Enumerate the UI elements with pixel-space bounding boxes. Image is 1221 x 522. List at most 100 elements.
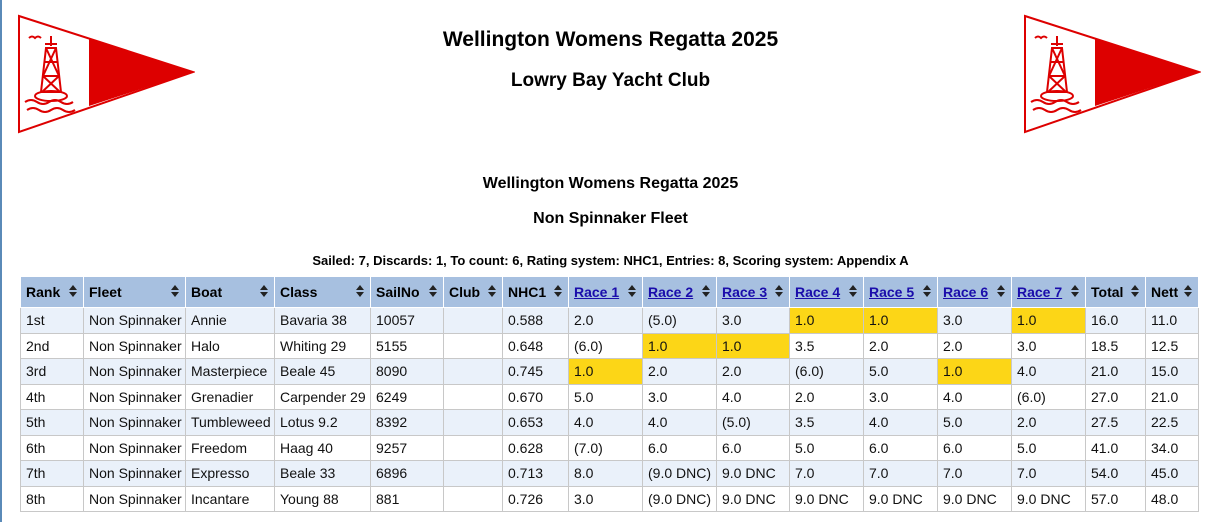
club-name: Lowry Bay Yacht Club — [510, 70, 711, 91]
table-row: 7th Non Spinnaker Expresso Beale 33 6896 0.71… — [20, 460, 1199, 487]
cell-nhc1: 0.653 — [502, 409, 569, 436]
sort-icon — [429, 285, 437, 299]
sort-icon — [260, 285, 268, 299]
sort-icon — [775, 285, 783, 299]
cell-club — [443, 307, 503, 334]
cell-nhc1: 0.588 — [502, 307, 569, 334]
column-header-nett[interactable]: Nett — [1145, 276, 1199, 308]
sort-icon — [1131, 285, 1139, 299]
cell-total: 57.0 — [1085, 485, 1146, 512]
cell-nett: 15.0 — [1145, 358, 1199, 385]
column-header-rank[interactable]: Rank — [20, 276, 84, 308]
cell-nhc1: 0.648 — [502, 332, 569, 359]
cell-race-4: 3.5 — [789, 409, 864, 436]
cell-race-6: 3.0 — [937, 307, 1012, 334]
cell-nhc1: 0.670 — [502, 383, 569, 410]
race-6-link[interactable]: Race 6 — [943, 284, 989, 300]
cell-class: Carpender 29 — [274, 383, 371, 410]
cell-race-4: (6.0) — [789, 358, 864, 385]
sort-icon — [923, 285, 931, 299]
cell-nhc1: 0.745 — [502, 358, 569, 385]
cell-fleet: Non Spinnaker — [83, 307, 186, 334]
cell-rank: 5th — [20, 409, 84, 436]
column-header-class[interactable]: Class — [274, 276, 371, 308]
cell-race-5: 5.0 — [863, 358, 938, 385]
column-header-boat[interactable]: Boat — [185, 276, 275, 308]
column-header-fleet[interactable]: Fleet — [83, 276, 186, 308]
cell-boat: Expresso — [185, 460, 275, 487]
cell-boat: Masterpiece — [185, 358, 275, 385]
table-row: 1st Non Spinnaker Annie Bavaria 38 10057 0.58… — [20, 307, 1199, 334]
cell-nett: 22.5 — [1145, 409, 1199, 436]
race-2-link[interactable]: Race 2 — [648, 284, 694, 300]
cell-nett: 34.0 — [1145, 434, 1199, 461]
cell-race-6: 5.0 — [937, 409, 1012, 436]
cell-rank: 6th — [20, 434, 84, 461]
table-header-row: Rank Fleet Boat Class SailNo Club NHC1 R… — [20, 276, 1199, 308]
cell-race-4: 9.0 DNC — [789, 485, 864, 512]
cell-total: 27.5 — [1085, 409, 1146, 436]
cell-race-3: 6.0 — [716, 434, 790, 461]
race-5-link[interactable]: Race 5 — [869, 284, 915, 300]
cell-boat: Halo — [185, 332, 275, 359]
race-4-link[interactable]: Race 4 — [795, 284, 841, 300]
column-header-race-7[interactable]: Race 7 — [1011, 276, 1086, 308]
column-header-race-6[interactable]: Race 6 — [937, 276, 1012, 308]
cell-rank: 7th — [20, 460, 84, 487]
column-header-race-3[interactable]: Race 3 — [716, 276, 790, 308]
cell-race-3: 1.0 — [716, 332, 790, 359]
column-header-club[interactable]: Club — [443, 276, 503, 308]
sort-icon — [702, 285, 710, 299]
cell-sailno: 8392 — [370, 409, 444, 436]
cell-race-1: 2.0 — [568, 307, 643, 334]
cell-sailno: 6896 — [370, 460, 444, 487]
column-header-sailno[interactable]: SailNo — [370, 276, 444, 308]
column-header-total[interactable]: Total — [1085, 276, 1146, 308]
column-header-race-4[interactable]: Race 4 — [789, 276, 864, 308]
cell-race-1: 4.0 — [568, 409, 643, 436]
cell-rank: 8th — [20, 485, 84, 512]
cell-nhc1: 0.726 — [502, 485, 569, 512]
cell-sailno: 8090 — [370, 358, 444, 385]
cell-race-2: (9.0 DNC) — [642, 460, 717, 487]
cell-total: 27.0 — [1085, 383, 1146, 410]
sort-icon — [1071, 285, 1079, 299]
cell-race-2: 1.0 — [642, 332, 717, 359]
cell-class: Lotus 9.2 — [274, 409, 371, 436]
cell-race-1: (6.0) — [568, 332, 643, 359]
cell-fleet: Non Spinnaker — [83, 485, 186, 512]
table-row: 3rd Non Spinnaker Masterpiece Beale 45 8090 0… — [20, 358, 1199, 385]
cell-total: 41.0 — [1085, 434, 1146, 461]
cell-fleet: Non Spinnaker — [83, 460, 186, 487]
race-3-link[interactable]: Race 3 — [722, 284, 768, 300]
cell-nhc1: 0.713 — [502, 460, 569, 487]
series-summary: Sailed: 7, Discards: 1, To count: 6, Rat… — [312, 253, 909, 268]
race-1-link[interactable]: Race 1 — [574, 284, 620, 300]
cell-boat: Annie — [185, 307, 275, 334]
sort-icon — [554, 285, 562, 299]
cell-race-5: 3.0 — [863, 383, 938, 410]
cell-nett: 48.0 — [1145, 485, 1199, 512]
cell-race-7: 2.0 — [1011, 409, 1086, 436]
race-7-link[interactable]: Race 7 — [1017, 284, 1063, 300]
cell-boat: Freedom — [185, 434, 275, 461]
column-header-race-2[interactable]: Race 2 — [642, 276, 717, 308]
cell-race-4: 3.5 — [789, 332, 864, 359]
club-burgee-logo — [1024, 14, 1201, 134]
cell-race-2: (5.0) — [642, 307, 717, 334]
sort-icon — [488, 285, 496, 299]
column-header-race-1[interactable]: Race 1 — [568, 276, 643, 308]
sort-icon — [849, 285, 857, 299]
cell-boat: Grenadier — [185, 383, 275, 410]
cell-sailno: 5155 — [370, 332, 444, 359]
cell-fleet: Non Spinnaker — [83, 383, 186, 410]
cell-race-2: 3.0 — [642, 383, 717, 410]
cell-total: 21.0 — [1085, 358, 1146, 385]
cell-class: Whiting 29 — [274, 332, 371, 359]
cell-race-4: 1.0 — [789, 307, 864, 334]
cell-race-7: 1.0 — [1011, 307, 1086, 334]
cell-class: Beale 45 — [274, 358, 371, 385]
cell-race-6: 1.0 — [937, 358, 1012, 385]
column-header-race-5[interactable]: Race 5 — [863, 276, 938, 308]
column-header-nhc1[interactable]: NHC1 — [502, 276, 569, 308]
